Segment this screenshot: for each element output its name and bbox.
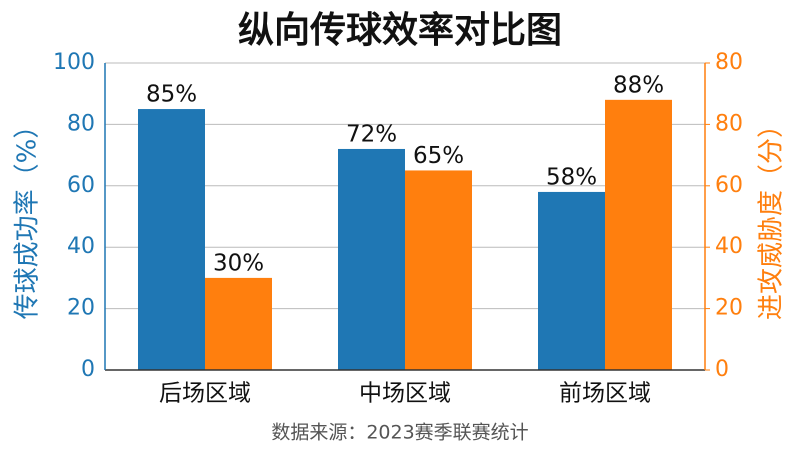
y2-tick-label: 60 bbox=[715, 173, 743, 198]
y2-tick-label: 20 bbox=[715, 296, 743, 321]
value-label: 58% bbox=[546, 164, 597, 190]
value-label: 85% bbox=[146, 82, 197, 108]
x-tick-label: 中场区域 bbox=[359, 381, 451, 407]
bar bbox=[605, 99, 672, 370]
source-note: 数据来源：2023赛季联赛统计 bbox=[271, 422, 528, 444]
x-tick-label: 前场区域 bbox=[559, 381, 651, 407]
y-tick-label: 100 bbox=[53, 50, 95, 75]
bar bbox=[405, 170, 472, 370]
y2-tick-label: 80 bbox=[715, 50, 743, 75]
bar bbox=[138, 109, 205, 371]
y-tick-label: 80 bbox=[67, 111, 95, 136]
y2-tick-label: 40 bbox=[715, 234, 743, 259]
x-tick-label: 后场区域 bbox=[159, 381, 251, 407]
y2-axis-label: 进攻威胁度（分） bbox=[757, 112, 787, 320]
value-label: 65% bbox=[413, 143, 464, 169]
bar bbox=[205, 277, 272, 370]
y-tick-label: 0 bbox=[81, 357, 95, 382]
bar bbox=[538, 191, 605, 370]
value-label: 72% bbox=[346, 121, 397, 147]
y2-tick-label: 0 bbox=[715, 357, 729, 382]
y-tick-label: 20 bbox=[67, 296, 95, 321]
value-label: 30% bbox=[213, 250, 264, 276]
y-tick-label: 60 bbox=[67, 173, 95, 198]
y-axis-label: 传球成功率（%） bbox=[13, 113, 43, 320]
value-label: 88% bbox=[613, 72, 664, 98]
bar bbox=[338, 148, 405, 370]
y-tick-label: 40 bbox=[67, 234, 95, 259]
chart-title: 纵向传球效率对比图 bbox=[238, 10, 562, 51]
y2-tick-label: 80 bbox=[715, 111, 743, 136]
